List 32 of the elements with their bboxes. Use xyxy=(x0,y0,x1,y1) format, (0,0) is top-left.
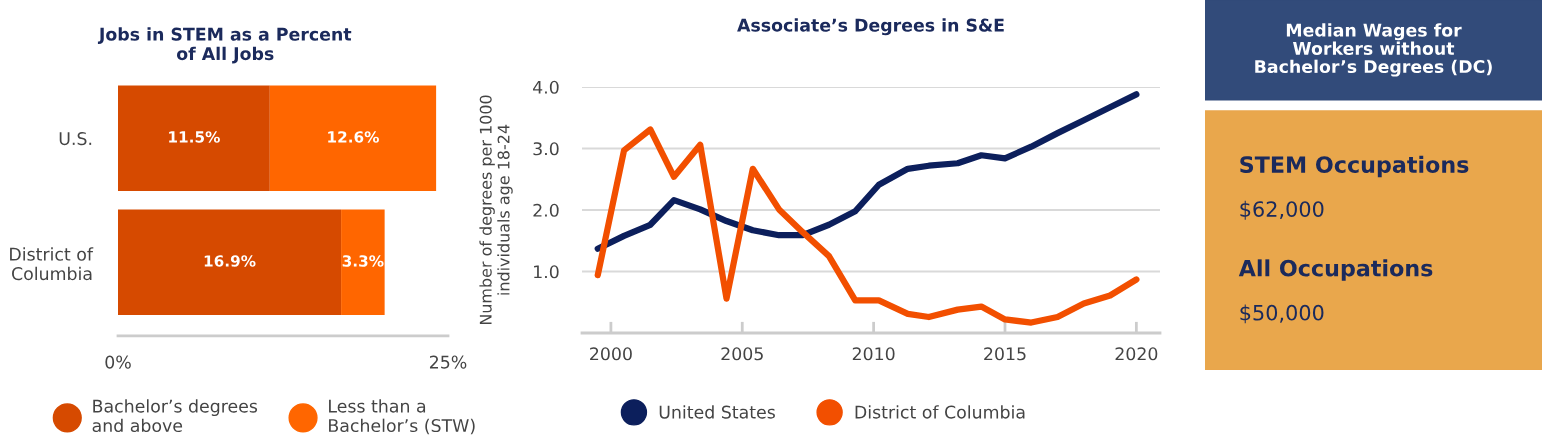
x-tick-label: 2015 xyxy=(984,347,1026,361)
legend-label: United States xyxy=(659,405,775,419)
text: $62,000 xyxy=(1240,200,1324,220)
x-tick-label: 2000 xyxy=(590,347,632,361)
chart-title: Jobs in STEM as a Percent of All Jobs xyxy=(97,27,352,64)
bar xyxy=(341,209,385,316)
y-tick-label: 3.0 xyxy=(533,142,559,156)
legend-label: Bachelor’s degrees and above xyxy=(92,399,258,433)
legend-label: Less than a Bachelor’s (STW) xyxy=(329,399,475,435)
y-tick-label: 1.0 xyxy=(534,265,559,279)
x-tick-label: 25% xyxy=(429,355,467,369)
text: $50,000 xyxy=(1240,304,1324,324)
text: All Occupations xyxy=(1238,259,1433,281)
bar xyxy=(118,209,342,316)
x-tick-label: 2020 xyxy=(1115,347,1158,361)
x-tick-label: 2005 xyxy=(721,347,763,361)
y-tick-label: 2.0 xyxy=(533,203,559,217)
data-label: 3.3% xyxy=(342,255,384,267)
x-tick-label: 0% xyxy=(105,355,131,369)
legend-label: District of Columbia xyxy=(855,405,1025,419)
text: STEM Occupations xyxy=(1240,155,1469,178)
y-tick-label: 4.0 xyxy=(533,80,559,94)
x-tick-label: 2010 xyxy=(852,347,895,361)
data-label: 12.6% xyxy=(328,131,379,143)
bar xyxy=(118,85,270,191)
y-axis-title: Number of degrees per 1000 individuals age 18-24 xyxy=(479,95,513,325)
data-label: 16.9% xyxy=(204,255,256,267)
bar xyxy=(269,85,437,191)
chart-title: Associate’s Degrees in S&E xyxy=(737,18,1004,36)
text: Median Wages for Workers without Bachelor’s Degrees (DC) xyxy=(1255,23,1492,77)
y-tick-label: U.S. xyxy=(59,132,92,146)
data-label: 11.5% xyxy=(169,131,220,143)
